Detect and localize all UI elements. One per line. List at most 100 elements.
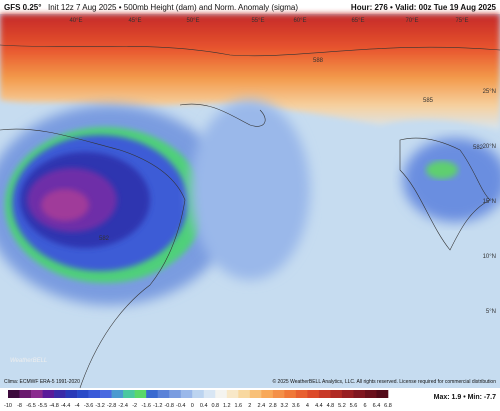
colorbar-swatch [88,390,101,398]
colorbar-swatch [54,390,66,398]
colorbar-label: 4 [306,403,309,409]
lon-label: 60°E [293,18,306,24]
anomaly-india [403,138,500,222]
lon-label: 70°E [405,18,418,24]
colorbar-label: 4.8 [327,403,335,409]
colorbar-swatch [215,390,228,398]
colorbar-swatch [249,390,262,398]
colorbar-label: 0.4 [200,403,208,409]
colorbar-swatch [111,390,124,398]
colorbar-label: -4 [75,403,80,409]
colorbar-swatch [318,390,331,398]
colorbar-label: -3.6 [84,403,93,409]
colorbar-swatch [364,390,377,398]
colorbar-label: 1.2 [223,403,231,409]
colorbar-label: -5.5 [38,403,47,409]
colorbar-label: 6 [363,403,366,409]
colorbar-swatch [284,390,297,398]
colorbar-label: 2 [248,403,251,409]
colorbar-label: -4.4 [61,403,70,409]
anomaly-weak [190,100,310,280]
colorbar-swatch [353,390,366,398]
colorbar-swatch [100,390,112,398]
colorbar-label: -2.8 [107,403,116,409]
max-min: Max: 1.9 • Min: -7.7 [434,394,496,401]
colorbar-label: -0.4 [176,403,185,409]
contour-label: 588 [313,58,324,64]
colorbar-label: -4.8 [49,403,58,409]
colorbar-label: -3.2 [95,403,104,409]
colorbar-label: -0.8 [164,403,173,409]
colorbar-label: -6.5 [26,403,35,409]
colorbar-label: 2.4 [258,403,266,409]
lat-label: 20°N [483,144,496,150]
copyright: © 2025 WeatherBELL Analytics, LLC. All r… [272,378,496,385]
contour-label: 585 [423,98,434,104]
contour-label: 582 [99,236,110,242]
lat-label: 25°N [483,89,496,95]
colorbar-swatch [238,390,251,398]
colorbar-swatch [376,390,389,398]
colorbar-swatch [31,390,43,398]
climo-note: Clima: ECMWF ERA-5 1991-2020 [4,379,80,385]
lon-label: 75°E [455,18,468,24]
colorbar-swatch [261,390,274,398]
colorbar-swatch [19,390,32,398]
colorbar-label: 4.4 [315,403,323,409]
colorbar-label: 3.2 [281,403,289,409]
colorbar-swatch [192,390,205,398]
colorbar-label: 3.6 [292,403,300,409]
lat-label: 5°N [486,309,496,315]
colorbar-swatch [180,390,193,398]
colorbar-label: 6.8 [384,403,392,409]
colorbar-swatch [341,390,354,398]
anomaly-core [41,189,89,221]
colorbar-swatch [65,390,78,398]
brand-logo: WeatherBELL [10,358,47,364]
colorbar-swatch [226,390,239,398]
lon-label: 50°E [186,18,199,24]
colorbar-label: 6.4 [373,403,381,409]
colorbar-swatch [77,390,89,398]
lon-label: 65°E [351,18,364,24]
anomaly-india-core [426,161,458,179]
coastline [399,137,491,251]
colorbar-swatch [169,390,182,398]
colorbar-swatch [330,390,343,398]
lon-label: 40°E [69,18,82,24]
lat-label: 15°N [483,199,496,205]
colorbar-swatch [272,390,285,398]
model-name: GFS 0.25° [4,3,41,12]
colorbar-swatch [123,390,135,398]
contour-label: 582 [473,145,484,151]
colorbar-swatch [134,390,147,398]
colorbar-label: -1.6 [141,403,150,409]
colorbar-label: -8 [17,403,22,409]
colorbar-label: 2.8 [269,403,277,409]
colorbar-swatch [157,390,170,398]
colorbar-label: 5.2 [338,403,346,409]
lat-label: 10°N [483,254,496,260]
coastline [0,128,186,389]
colorbar-swatch [295,390,308,398]
lon-label: 45°E [128,18,141,24]
colorbar-swatch [146,390,158,398]
heat-band [0,14,500,130]
colorbar-swatch [203,390,216,398]
colorbar-swatch [8,390,20,398]
border [0,44,500,57]
colorbar-label: -1.2 [153,403,162,409]
colorbar-label: 0 [191,403,194,409]
map-title: Init 12z 7 Aug 2025 • 500mb Height (dam)… [48,3,298,12]
colorbar-label: 5.6 [350,403,358,409]
colorbar-label: 1.6 [234,403,242,409]
valid-time: Hour: 276 • Valid: 00z Tue 19 Aug 2025 [351,3,497,12]
colorbar-label: -2.4 [118,403,127,409]
colorbar-swatch [42,390,55,398]
colorbar-swatch [307,390,320,398]
lon-label: 55°E [251,18,264,24]
colorbar-label: 0.8 [211,403,219,409]
colorbar-label: -10 [4,403,12,409]
